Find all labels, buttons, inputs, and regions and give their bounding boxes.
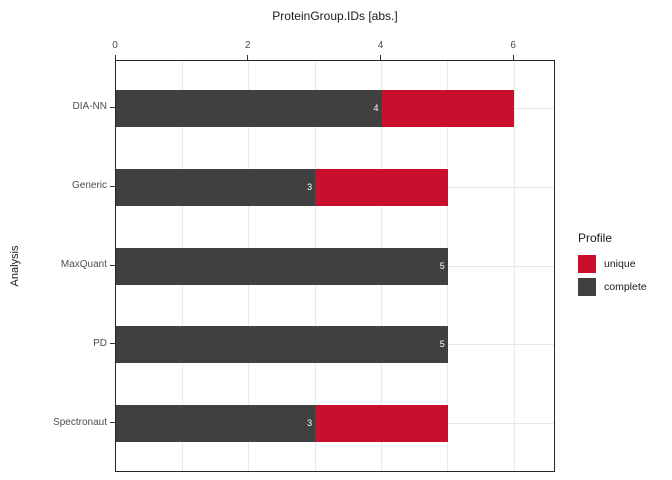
chart-title: ProteinGroup.IDs [abs.]: [272, 9, 398, 23]
y-axis-category-label: Spectronaut: [53, 416, 107, 428]
bar-value-label: 3: [307, 418, 313, 429]
x-axis-tick-mark: [247, 55, 249, 60]
bar-segment-complete: [116, 89, 382, 127]
y-axis-category-label: MaxQuant: [60, 259, 107, 270]
y-axis-category-label: DIA-NN: [72, 101, 107, 113]
bar-segment-complete: [116, 168, 316, 206]
bar-segment-unique: [381, 89, 515, 127]
y-axis-tick-mark: [110, 422, 115, 424]
bar-segment-unique: [315, 168, 448, 206]
plot-panel: 4 3 5 5 3: [115, 60, 555, 472]
x-axis-tick-label: 4: [377, 40, 384, 51]
x-axis-tick-mark: [380, 55, 381, 60]
bar-segment-unique: [315, 405, 448, 443]
bar-value-label: 5: [439, 260, 445, 271]
bar-segment-complete: [116, 247, 448, 285]
bar-value-label: 3: [307, 181, 313, 192]
legend: Profile unique complete: [578, 231, 647, 301]
bar-value-label: 4: [373, 102, 379, 113]
bar-segment-complete: [116, 405, 316, 443]
x-axis-tick-label: 0: [112, 40, 118, 51]
y-axis-tick-mark: [110, 185, 115, 187]
legend-item-label: complete: [604, 281, 647, 293]
y-axis-tick-mark: [110, 106, 115, 108]
y-axis-tick-mark: [110, 343, 115, 345]
y-axis-tick-mark: [110, 264, 115, 266]
x-axis-tick-label: 6: [510, 40, 516, 51]
legend-item-complete: complete: [578, 278, 647, 296]
x-axis-tick-mark: [114, 55, 116, 60]
legend-item-label: unique: [604, 258, 636, 270]
y-axis-category-label: Generic: [71, 180, 107, 192]
legend-swatch-unique: [578, 255, 596, 273]
bar-value-label: 5: [439, 339, 445, 350]
legend-title: Profile: [578, 231, 613, 245]
x-axis-tick-label: 2: [244, 40, 251, 51]
x-axis-tick-mark: [512, 55, 514, 60]
bar-segment-complete: [116, 326, 448, 364]
legend-item-unique: unique: [578, 255, 647, 273]
legend-swatch-complete: [578, 278, 596, 296]
y-axis-category-label: PD: [93, 337, 107, 349]
